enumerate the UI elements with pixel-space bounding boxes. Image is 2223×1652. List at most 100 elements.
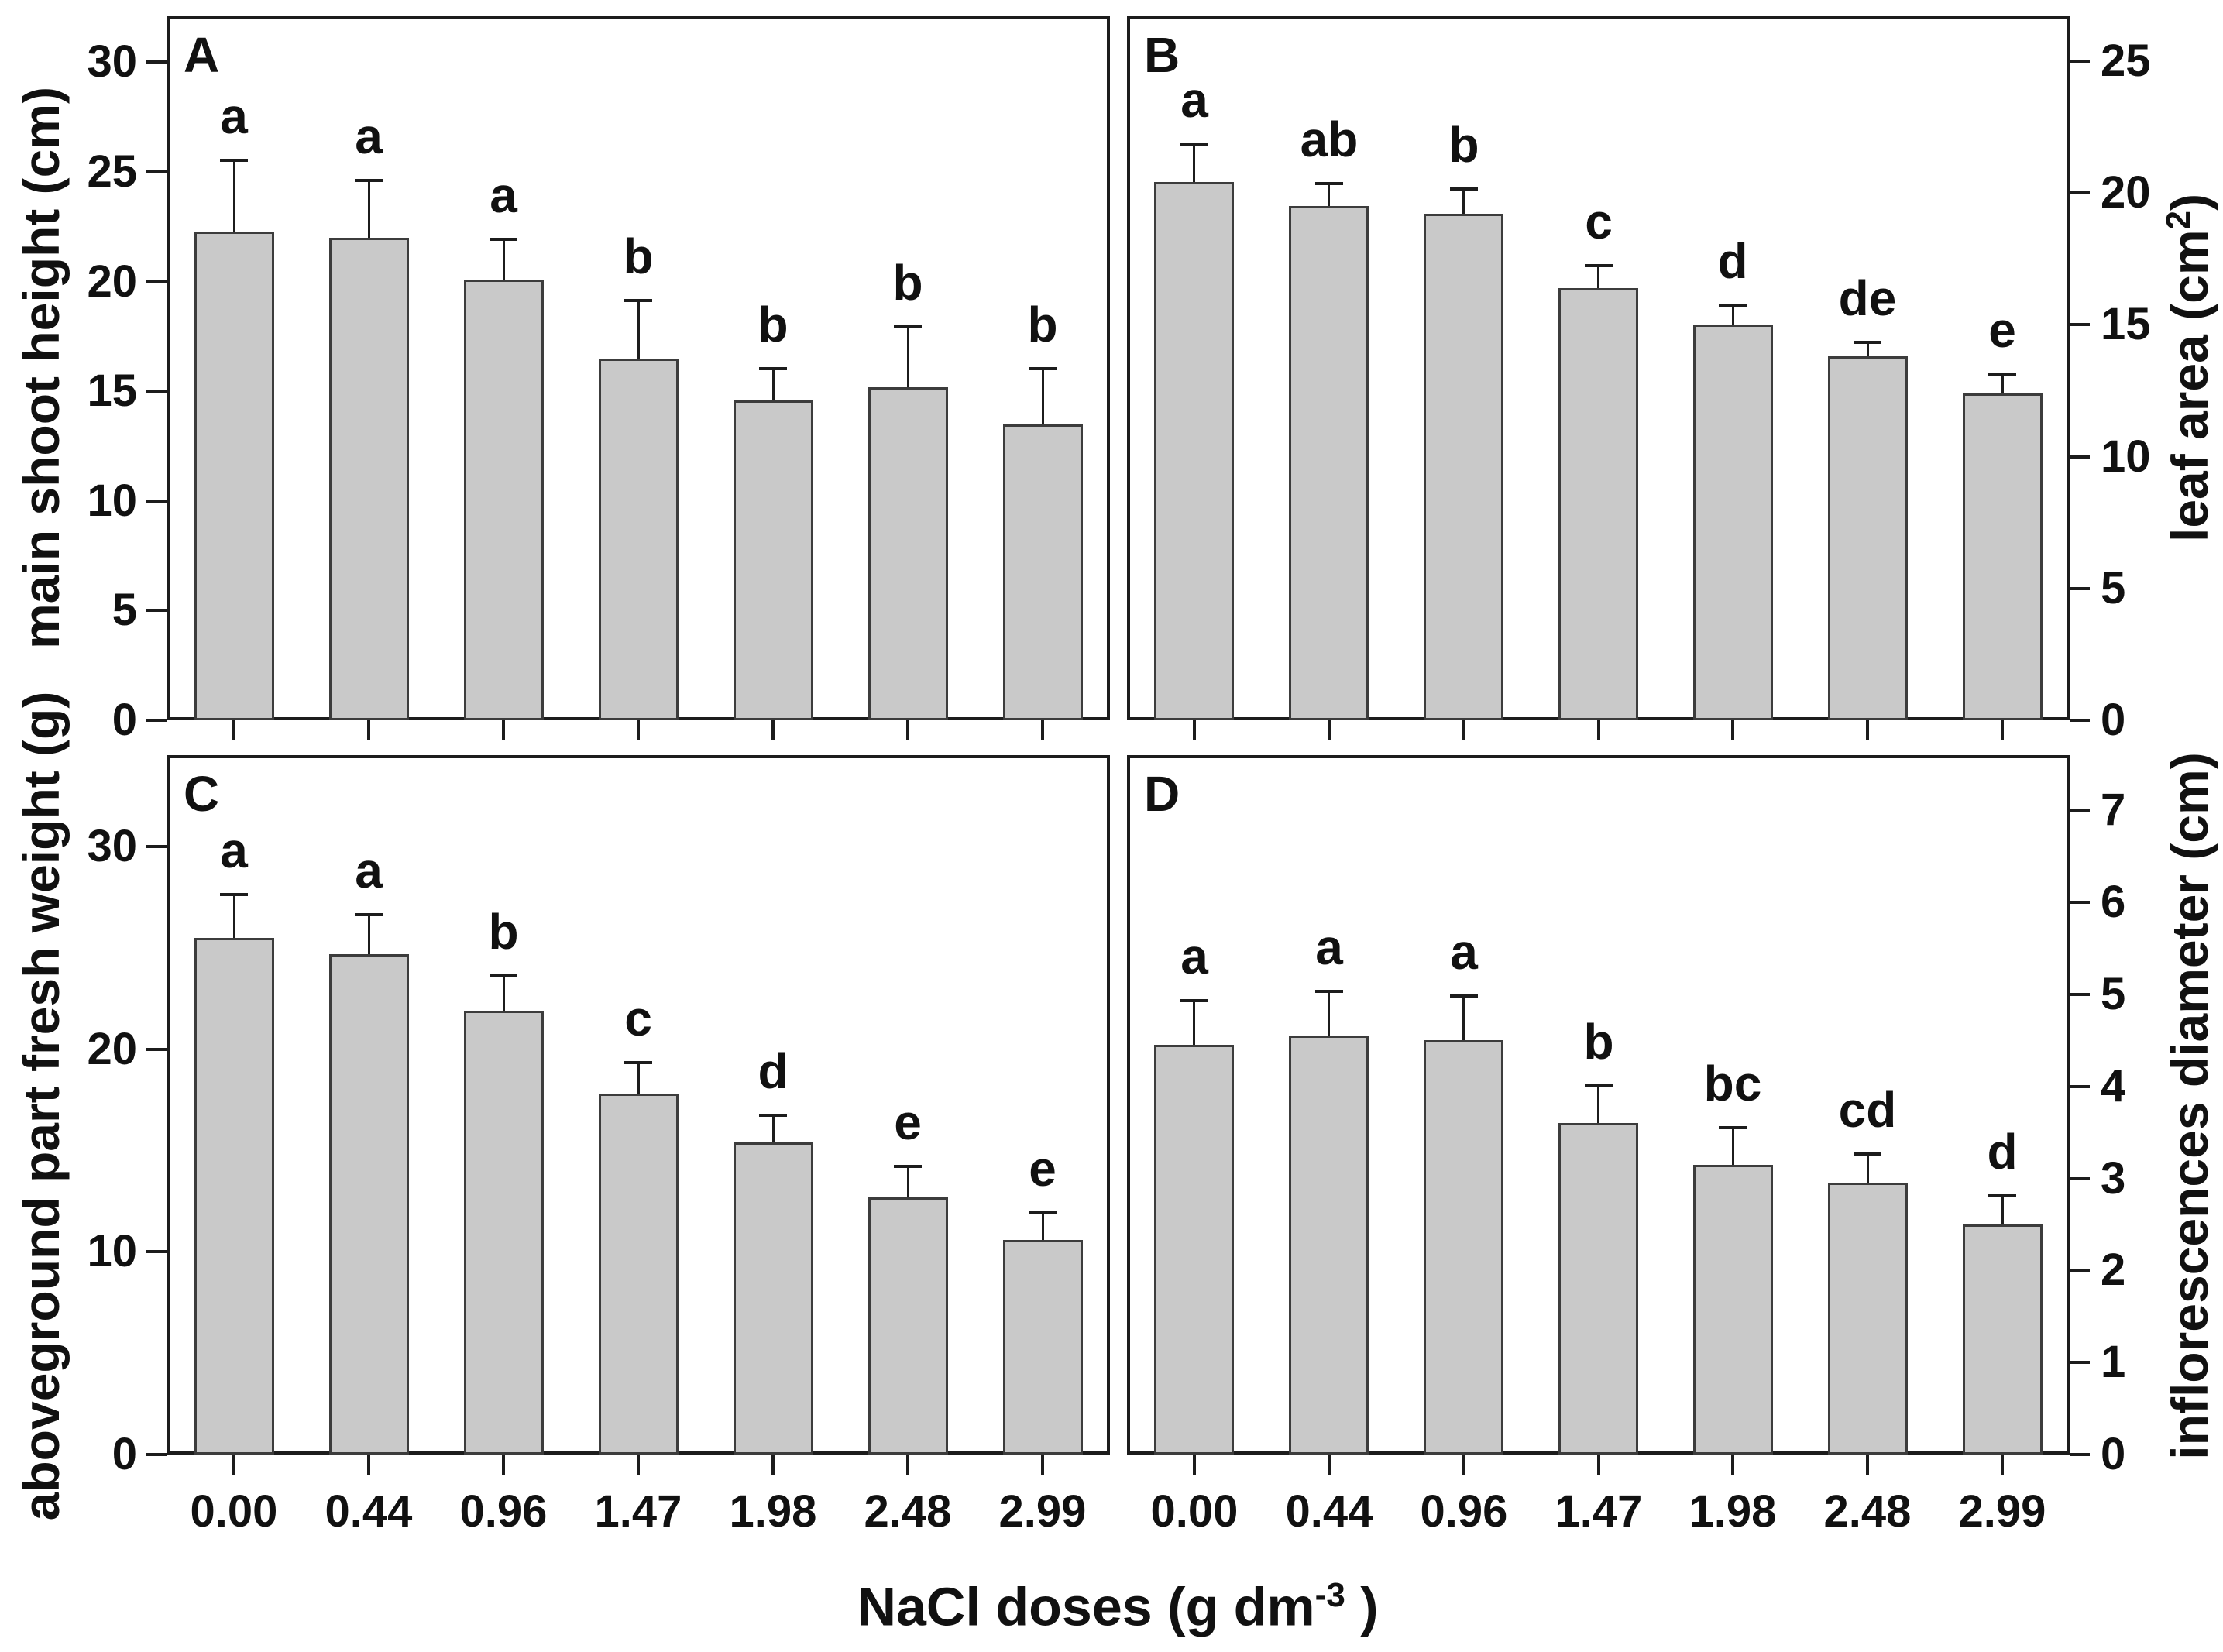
error-bar-cap xyxy=(220,159,248,162)
error-bar-cap xyxy=(1988,1194,2016,1197)
y-tick xyxy=(2070,1361,2090,1364)
panel-label-c: C xyxy=(184,766,220,822)
significance-letter: a xyxy=(1180,72,1208,128)
bar-d-1.47 xyxy=(1558,1123,1638,1455)
error-bar-cap xyxy=(355,913,383,916)
error-bar xyxy=(1732,305,1734,325)
error-bar-cap xyxy=(1585,1084,1613,1087)
x-tick xyxy=(1866,720,1869,740)
error-bar xyxy=(1042,1213,1044,1240)
significance-letter: a xyxy=(490,167,517,223)
x-tick xyxy=(906,720,909,740)
y-tick-label: 30 xyxy=(87,821,137,871)
error-bar-cap xyxy=(1180,143,1208,146)
bar-c-2.99 xyxy=(1003,1240,1083,1455)
error-bar xyxy=(503,239,505,280)
significance-letter: ab xyxy=(1300,112,1359,167)
error-bar-cap xyxy=(1854,1152,1881,1156)
bar-a-0.96 xyxy=(464,280,544,720)
error-bar xyxy=(2001,1196,2004,1224)
bar-a-2.48 xyxy=(868,387,948,720)
error-bar xyxy=(368,915,370,954)
error-bar xyxy=(233,160,235,232)
x-tick xyxy=(367,720,370,740)
error-bar-cap xyxy=(1450,187,1478,191)
x-tick xyxy=(1328,720,1331,740)
error-bar xyxy=(233,895,235,938)
error-bar-cap xyxy=(220,893,248,896)
significance-letter: de xyxy=(1838,270,1897,326)
y-tick xyxy=(146,170,167,173)
bar-d-0.44 xyxy=(1289,1036,1369,1455)
x-tick xyxy=(1597,720,1600,740)
y-tick-label: 20 xyxy=(87,256,137,307)
y-tick xyxy=(2070,901,2090,904)
error-bar-cap xyxy=(1315,990,1343,993)
error-bar-cap xyxy=(1450,994,1478,998)
panel-label-a: A xyxy=(184,27,220,83)
significance-letter: d xyxy=(758,1043,789,1099)
error-bar xyxy=(1867,1154,1869,1183)
bar-d-2.99 xyxy=(1963,1224,2043,1455)
x-tick xyxy=(367,1455,370,1475)
error-bar-cap xyxy=(1854,341,1881,344)
x-tick-label: 0.00 xyxy=(190,1486,278,1537)
significance-letter: b xyxy=(623,228,654,284)
x-tick-label: 0.96 xyxy=(1420,1486,1508,1537)
bar-d-2.48 xyxy=(1828,1183,1908,1455)
x-tick-label: 0.96 xyxy=(459,1486,548,1537)
error-bar xyxy=(1328,184,1330,206)
error-bar-cap xyxy=(624,299,652,302)
x-tick xyxy=(771,1455,775,1475)
x-tick-label: 2.48 xyxy=(1823,1486,1912,1537)
error-bar xyxy=(637,301,640,359)
y-tick-label: 5 xyxy=(112,585,137,635)
panel-label-b: B xyxy=(1144,27,1180,83)
x-tick xyxy=(502,720,505,740)
y-tick-label: 10 xyxy=(87,1226,137,1276)
y-tick xyxy=(2070,587,2090,590)
x-tick xyxy=(1193,720,1196,740)
y-tick xyxy=(146,1453,167,1456)
error-bar-cap xyxy=(624,1061,652,1064)
significance-letter: e xyxy=(894,1094,922,1150)
y-tick-label: 15 xyxy=(87,366,137,416)
bar-c-0.96 xyxy=(464,1011,544,1455)
x-tick xyxy=(771,720,775,740)
significance-letter: a xyxy=(355,108,383,164)
y-tick-label: 10 xyxy=(87,476,137,526)
x-tick-label: 2.48 xyxy=(864,1486,952,1537)
significance-letter: b xyxy=(1583,1014,1614,1070)
error-bar-cap xyxy=(759,1114,787,1117)
bar-a-0.44 xyxy=(329,238,409,720)
y-tick xyxy=(146,500,167,503)
error-bar xyxy=(1462,996,1465,1040)
significance-letter: b xyxy=(892,255,923,311)
y-tick-label: 25 xyxy=(87,146,137,197)
error-bar-cap xyxy=(1988,373,2016,376)
y-tick-label: 3 xyxy=(2101,1153,2126,1204)
bar-d-0.00 xyxy=(1154,1045,1234,1455)
y-tick xyxy=(146,609,167,612)
bar-b-1.98 xyxy=(1693,325,1773,720)
bar-c-0.44 xyxy=(329,954,409,1455)
x-tick-label: 0.44 xyxy=(325,1486,413,1537)
x-tick xyxy=(1597,1455,1600,1475)
y-tick-label: 7 xyxy=(2101,785,2126,835)
error-bar xyxy=(1597,1086,1599,1123)
error-bar-cap xyxy=(1029,1211,1057,1214)
error-bar-cap xyxy=(1180,999,1208,1002)
x-tick-label: 0.00 xyxy=(1150,1486,1239,1537)
x-tick xyxy=(1866,1455,1869,1475)
bar-c-2.48 xyxy=(868,1197,948,1455)
error-bar-cap xyxy=(1585,264,1613,267)
y-tick xyxy=(146,1250,167,1253)
x-tick xyxy=(1328,1455,1331,1475)
error-bar xyxy=(1328,991,1330,1036)
error-bar xyxy=(1193,1001,1195,1045)
error-bar xyxy=(1597,266,1599,288)
error-bar xyxy=(907,1166,909,1197)
x-tick xyxy=(2001,720,2004,740)
y-tick xyxy=(146,60,167,64)
